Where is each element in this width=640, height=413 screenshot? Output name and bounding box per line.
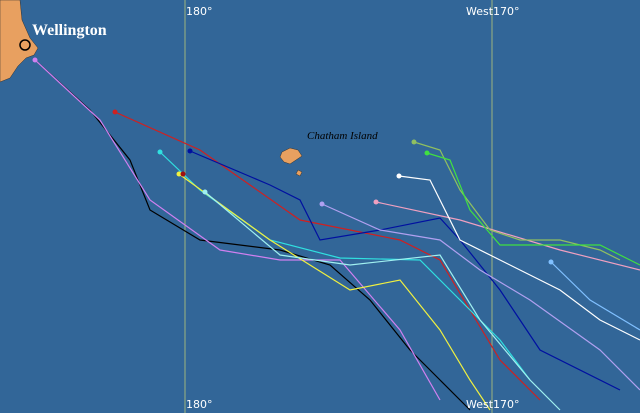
meridian-label: West170° — [466, 398, 520, 411]
island-label: Chatham Island — [307, 130, 378, 142]
track-start — [32, 57, 38, 63]
track — [550, 261, 640, 331]
track-start — [187, 148, 193, 154]
city-label: Wellington — [32, 22, 107, 39]
meridian-label: 180° — [186, 5, 213, 18]
track — [321, 203, 640, 391]
track — [114, 111, 541, 401]
track-start — [157, 149, 163, 155]
track — [178, 173, 491, 411]
track — [375, 201, 640, 271]
track — [204, 191, 561, 411]
meridian-label: West170° — [466, 5, 520, 18]
land — [0, 0, 39, 83]
track — [398, 175, 640, 341]
track-starts — [32, 57, 554, 265]
track — [413, 141, 621, 261]
track-start — [424, 150, 430, 156]
track — [34, 59, 471, 411]
city-marker — [19, 39, 31, 51]
track-start — [373, 199, 379, 205]
track-start — [396, 173, 402, 179]
track — [189, 150, 621, 391]
tracks — [34, 59, 640, 411]
track-start — [202, 189, 208, 195]
track-start — [319, 201, 325, 207]
island — [279, 147, 303, 177]
track-start — [180, 171, 186, 177]
track-start — [411, 139, 417, 145]
track — [426, 152, 640, 266]
meridian-label: 180° — [186, 398, 213, 411]
track — [34, 59, 441, 401]
track-start — [176, 171, 182, 177]
track-start — [548, 259, 554, 265]
track-start — [112, 109, 118, 115]
